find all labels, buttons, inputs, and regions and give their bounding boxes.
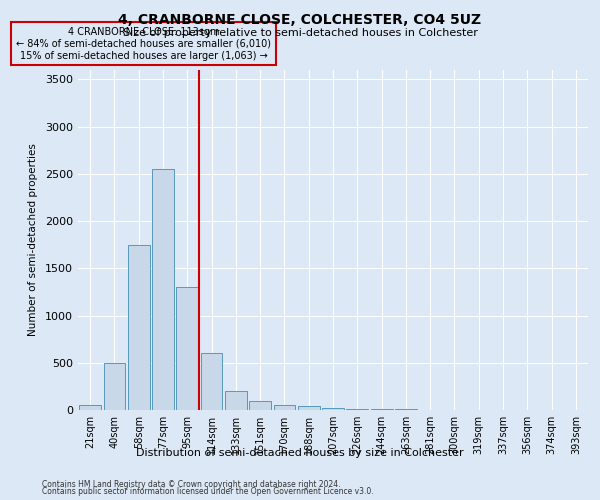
Bar (79, 406, 101, 410)
Bar (395, 409, 417, 410)
Text: Contains HM Land Registry data © Crown copyright and database right 2024.: Contains HM Land Registry data © Crown c… (42, 480, 341, 489)
Bar (200, 354, 223, 410)
Bar (104, 363, 125, 410)
Bar (298, 406, 320, 410)
Bar (152, 169, 174, 410)
Y-axis label: Number of semi-detached properties: Number of semi-detached properties (28, 144, 38, 336)
Text: Distribution of semi-detached houses by size in Colchester: Distribution of semi-detached houses by … (136, 448, 464, 458)
Bar (225, 391, 247, 410)
Bar (249, 400, 271, 410)
Text: Contains public sector information licensed under the Open Government Licence v3: Contains public sector information licen… (42, 487, 374, 496)
Bar (346, 408, 368, 410)
Text: Size of property relative to semi-detached houses in Colchester: Size of property relative to semi-detach… (122, 28, 478, 38)
Bar (128, 244, 149, 410)
Bar (274, 406, 295, 410)
Bar (176, 287, 198, 410)
Bar (322, 408, 344, 410)
Bar (371, 409, 392, 410)
Text: 4, CRANBORNE CLOSE, COLCHESTER, CO4 5UZ: 4, CRANBORNE CLOSE, COLCHESTER, CO4 5UZ (118, 12, 482, 26)
Text: 4 CRANBORNE CLOSE: 113sqm
← 84% of semi-detached houses are smaller (6,010)
15% : 4 CRANBORNE CLOSE: 113sqm ← 84% of semi-… (16, 28, 271, 60)
